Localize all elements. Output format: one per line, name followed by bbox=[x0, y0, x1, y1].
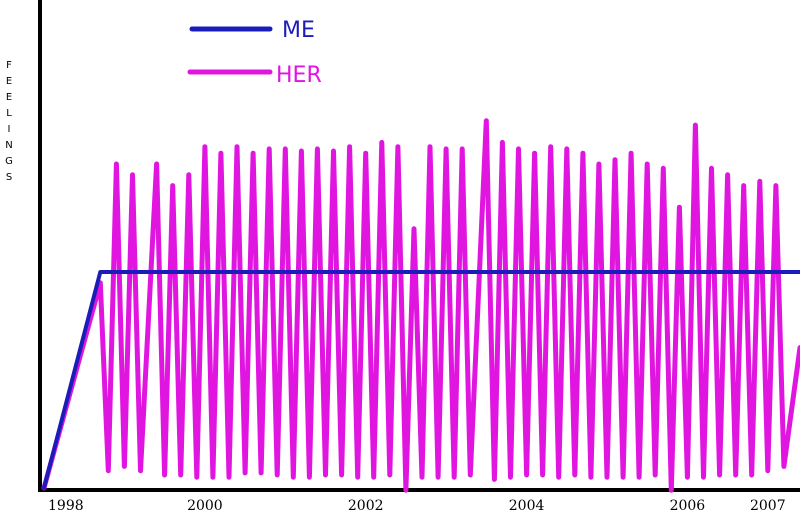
x-tick-label: 2007 bbox=[750, 498, 786, 514]
x-tick-labels: 1998 2000 2002 2004 2006 2007 bbox=[48, 498, 786, 514]
legend-label-her: HER bbox=[276, 63, 322, 88]
y-axis-label-letter: E bbox=[5, 92, 13, 103]
legend-label-me: ME bbox=[282, 18, 315, 43]
y-axis-label-letter: L bbox=[6, 108, 12, 119]
x-tick-label: 1998 bbox=[48, 498, 84, 514]
y-axis-label-letter: N bbox=[5, 140, 13, 151]
y-axis-label-letter: G bbox=[5, 156, 13, 167]
y-axis-label-letter: F bbox=[6, 60, 12, 71]
x-tick-label: 2006 bbox=[670, 498, 706, 514]
series-layer bbox=[41, 118, 800, 493]
x-tick-label: 2002 bbox=[348, 498, 384, 514]
series-line-me bbox=[42, 270, 800, 490]
y-axis-label-letter: S bbox=[5, 172, 13, 183]
y-axis-label-letter: E bbox=[5, 76, 13, 87]
legend: ME HER bbox=[187, 18, 322, 88]
series-line-her bbox=[41, 118, 800, 493]
x-tick-label: 2004 bbox=[509, 498, 545, 514]
x-tick-label: 2000 bbox=[187, 498, 223, 514]
y-axis-label-letter: I bbox=[7, 124, 11, 135]
